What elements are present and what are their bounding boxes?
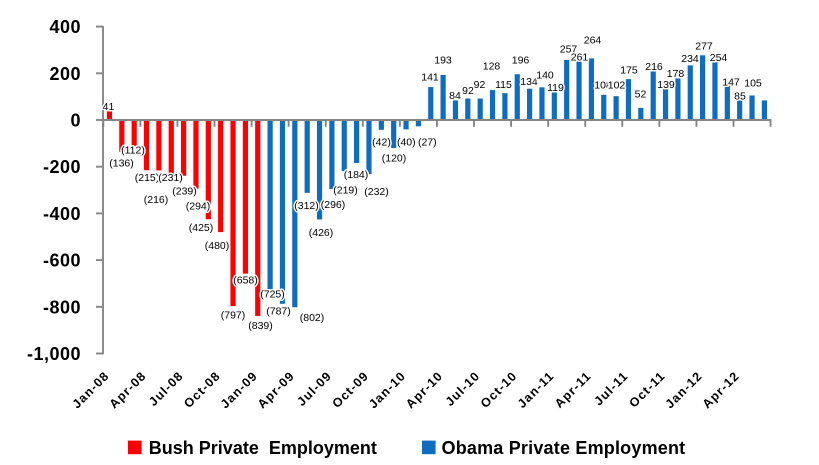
svg-text:(232): (232) <box>364 186 389 198</box>
svg-text:175: 175 <box>620 65 638 77</box>
svg-text:(839): (839) <box>248 320 273 332</box>
svg-text:264: 264 <box>584 35 602 47</box>
svg-text:84: 84 <box>449 90 461 102</box>
svg-text:128: 128 <box>483 61 501 73</box>
svg-text:-800: -800 <box>43 297 81 317</box>
svg-text:105: 105 <box>744 78 762 90</box>
svg-text:108: 108 <box>594 80 612 92</box>
svg-text:-1,000: -1,000 <box>27 344 81 364</box>
svg-text:(27): (27) <box>418 137 437 149</box>
svg-text:(425): (425) <box>189 222 214 234</box>
svg-text:(312): (312) <box>294 200 319 212</box>
svg-text:140: 140 <box>536 70 554 82</box>
svg-text:-600: -600 <box>43 251 81 271</box>
svg-text:277: 277 <box>695 41 713 53</box>
svg-text:(136): (136) <box>109 158 134 170</box>
svg-text:(231): (231) <box>158 172 183 184</box>
svg-text:141: 141 <box>421 72 439 84</box>
svg-text:(480): (480) <box>205 240 230 252</box>
svg-text:(215): (215) <box>135 172 160 184</box>
svg-text:(725): (725) <box>260 289 285 301</box>
svg-text:234: 234 <box>681 53 699 65</box>
svg-text:(120): (120) <box>382 153 407 165</box>
svg-text:(112): (112) <box>121 145 145 157</box>
svg-text:139: 139 <box>657 79 675 91</box>
svg-text:(219): (219) <box>333 185 358 197</box>
svg-text:(184): (184) <box>344 169 369 181</box>
svg-text:52: 52 <box>635 89 647 101</box>
svg-text:257: 257 <box>560 44 578 56</box>
svg-text:(216): (216) <box>144 194 169 206</box>
svg-text:41: 41 <box>103 101 115 113</box>
svg-text:115: 115 <box>495 79 512 91</box>
svg-text:(658): (658) <box>233 275 258 287</box>
svg-text:85: 85 <box>734 91 746 103</box>
svg-text:200: 200 <box>49 64 81 84</box>
svg-text:254: 254 <box>710 52 728 64</box>
svg-text:119: 119 <box>547 82 564 94</box>
svg-text:(797): (797) <box>221 310 246 322</box>
svg-text:Bush Private Employment: Bush Private Employment <box>149 438 377 458</box>
svg-text:(42): (42) <box>372 137 391 149</box>
svg-text:(787): (787) <box>266 306 291 318</box>
svg-text:147: 147 <box>722 77 740 89</box>
svg-text:(294): (294) <box>186 201 211 213</box>
svg-text:92: 92 <box>462 85 474 97</box>
svg-text:0: 0 <box>70 111 81 131</box>
svg-text:(802): (802) <box>300 312 325 324</box>
svg-text:178: 178 <box>667 68 685 80</box>
svg-text:193: 193 <box>434 55 452 67</box>
svg-text:92: 92 <box>474 79 486 91</box>
svg-text:(426): (426) <box>309 227 334 239</box>
svg-text:216: 216 <box>645 61 663 73</box>
svg-text:196: 196 <box>512 55 530 67</box>
svg-text:261: 261 <box>571 51 589 63</box>
svg-text:-400: -400 <box>43 204 81 224</box>
svg-text:Obama Private Employment: Obama Private Employment <box>442 438 686 458</box>
svg-text:-200: -200 <box>43 157 81 177</box>
svg-text:(40): (40) <box>397 137 416 149</box>
svg-text:400: 400 <box>49 17 81 37</box>
svg-text:(239): (239) <box>172 186 197 198</box>
svg-text:134: 134 <box>520 76 538 88</box>
svg-text:(296): (296) <box>321 199 346 211</box>
svg-text:102: 102 <box>608 80 626 92</box>
